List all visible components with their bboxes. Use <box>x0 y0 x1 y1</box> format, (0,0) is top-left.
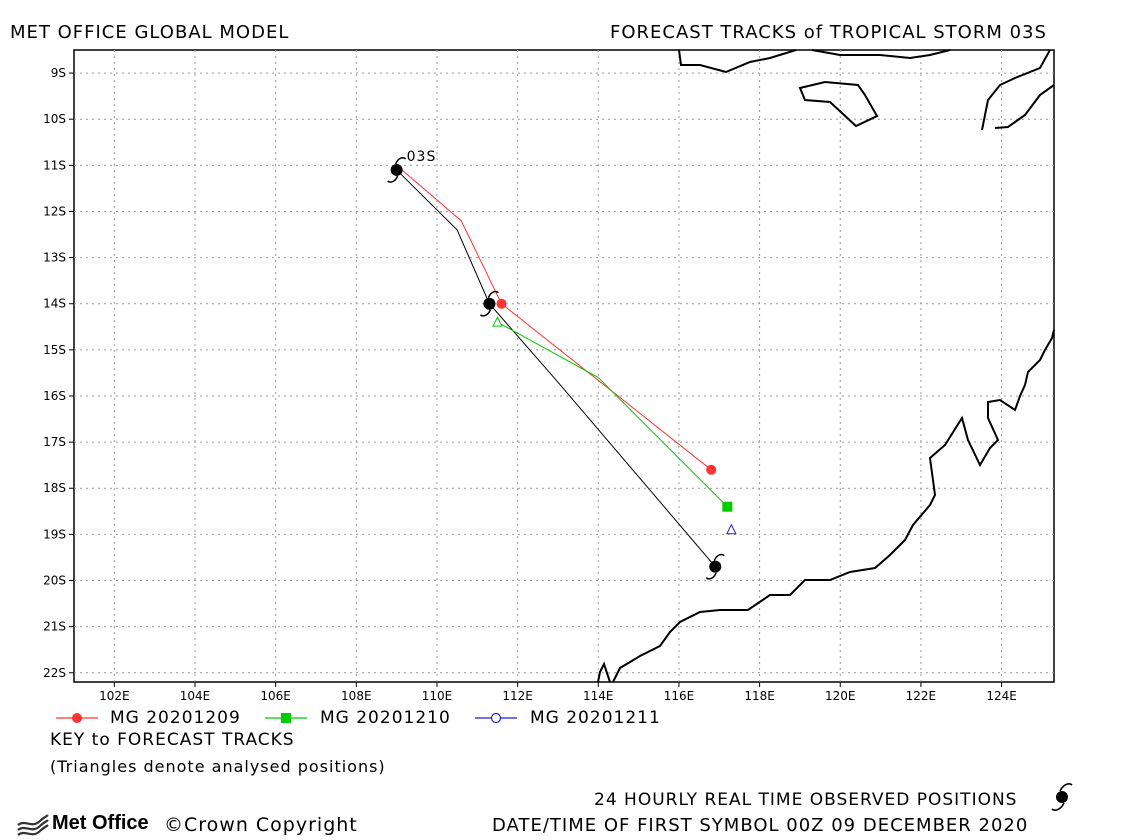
observed-positions-note: 24 HOURLY REAL TIME OBSERVED POSITIONS <box>594 790 1018 810</box>
copyright-notice: ©Crown Copyright <box>164 814 358 836</box>
coastline-east-island <box>981 49 1051 131</box>
map-frame <box>73 49 1055 683</box>
lon-tick-label: 114E <box>583 689 614 703</box>
lon-tick-label: 104E <box>180 689 211 703</box>
coastline-north-island <box>678 49 797 74</box>
lat-tick-label: 22S <box>43 666 66 680</box>
lon-tick-label: 116E <box>664 689 695 703</box>
met-office-logo-text: Met Office <box>52 812 149 834</box>
lat-tick-label: 11S <box>43 158 66 172</box>
observed-cyclone-icon <box>479 290 499 317</box>
lat-tick-label: 12S <box>43 204 66 218</box>
legend-swatches <box>56 712 517 724</box>
mg-20201209-marker <box>706 464 717 475</box>
tropical-cyclone-icon <box>1051 783 1073 811</box>
observed-cyclone-icon <box>705 553 725 580</box>
lat-tick-label: 20S <box>43 574 66 588</box>
coastline-north-east <box>811 49 951 60</box>
lat-tick-label: 10S <box>43 112 66 126</box>
coastline-east-island-2 <box>994 84 1055 129</box>
coastline-australia <box>597 329 1055 683</box>
lat-tick-label: 17S <box>43 435 66 449</box>
met-office-logo-icon <box>17 814 49 836</box>
copyright-icon: © <box>164 814 184 836</box>
mg-20201211-analysed-triangle <box>726 523 737 535</box>
mg-20201209-marker <box>496 298 507 309</box>
legend-label-mg-20201210: MG 20201210 <box>320 708 451 728</box>
mg-20201210-analysed-triangle <box>492 316 503 327</box>
coastline-small-island <box>798 80 879 128</box>
mg-20201210-marker <box>722 501 733 512</box>
lon-tick-label: 108E <box>341 689 372 703</box>
lat-tick-label: 21S <box>43 620 66 634</box>
lon-tick-label: 122E <box>906 689 937 703</box>
lat-tick-label: 13S <box>43 251 66 265</box>
legend-marker-mg-20201210 <box>281 713 291 723</box>
lon-tick-label: 124E <box>986 689 1017 703</box>
header-right-title: FORECAST TRACKS of TROPICAL STORM 03S <box>610 22 1047 43</box>
lon-tick-label: 112E <box>502 689 533 703</box>
lat-tick-label: 9S <box>51 66 66 80</box>
track-symbols <box>387 157 737 580</box>
legend-marker-mg-20201211 <box>490 712 502 724</box>
legend-label-mg-20201209: MG 20201209 <box>110 708 241 728</box>
lat-tick-label: 14S <box>43 297 66 311</box>
lon-tick-label: 118E <box>744 689 775 703</box>
storm-label: 03S <box>407 149 437 165</box>
lat-tick-label: 16S <box>43 389 66 403</box>
legend-key-title: KEY to FORECAST TRACKS <box>50 730 295 750</box>
first-symbol-datetime: DATE/TIME OF FIRST SYMBOL 00Z 09 DECEMBE… <box>492 815 1029 836</box>
lon-tick-label: 120E <box>825 689 856 703</box>
lat-tick-label: 18S <box>43 481 66 495</box>
legend-key-note: (Triangles denote analysed positions) <box>50 757 386 776</box>
lat-tick-label: 19S <box>43 527 66 541</box>
coastline <box>597 49 1055 683</box>
header-left-title: MET OFFICE GLOBAL MODEL <box>10 22 290 43</box>
lon-tick-label: 110E <box>422 689 453 703</box>
lon-tick-label: 106E <box>260 689 291 703</box>
lon-tick-label: 102E <box>99 689 130 703</box>
track-line-mg-20201209 <box>396 164 712 471</box>
track-line-mg-20201210 <box>497 321 728 508</box>
copyright-text: Crown Copyright <box>184 814 358 836</box>
graticule: 102E 104E 106E 108E 110E 112E 114E 116E 118E 120E… <box>43 50 1054 703</box>
observed-cyclone-icon <box>387 157 407 183</box>
legend-label-mg-20201211: MG 20201211 <box>530 708 661 728</box>
lat-tick-label: 15S <box>43 343 66 357</box>
legend-marker-mg-20201209 <box>72 713 82 723</box>
